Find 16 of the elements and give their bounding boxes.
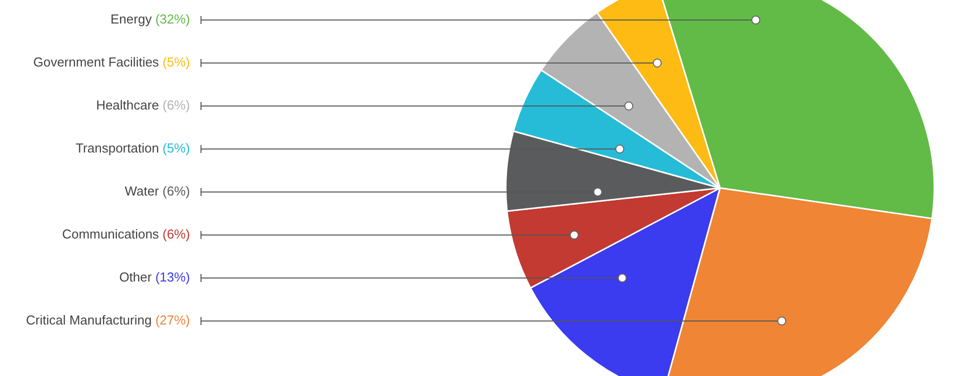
data-label: (5%) bbox=[162, 54, 190, 70]
slice-label: Healthcare bbox=[96, 98, 159, 113]
data-label: (32%) bbox=[155, 12, 190, 27]
data-label: (6%) bbox=[162, 98, 190, 113]
data-label: (6%) bbox=[162, 226, 190, 242]
data-label: (13%) bbox=[155, 270, 190, 285]
slice-label: Other bbox=[119, 270, 152, 285]
slice-label: Government Facilities bbox=[33, 54, 160, 70]
slice-label: Transportation bbox=[76, 140, 159, 156]
slice-label: Critical Manufacturing bbox=[26, 312, 152, 328]
slice-label: Energy bbox=[110, 12, 152, 27]
slice-label: Communications bbox=[62, 226, 160, 242]
data-label: (5%) bbox=[162, 140, 190, 156]
slice-label: Water bbox=[124, 184, 160, 199]
data-label: (27%) bbox=[155, 312, 190, 328]
data-label: (6%) bbox=[162, 184, 190, 199]
